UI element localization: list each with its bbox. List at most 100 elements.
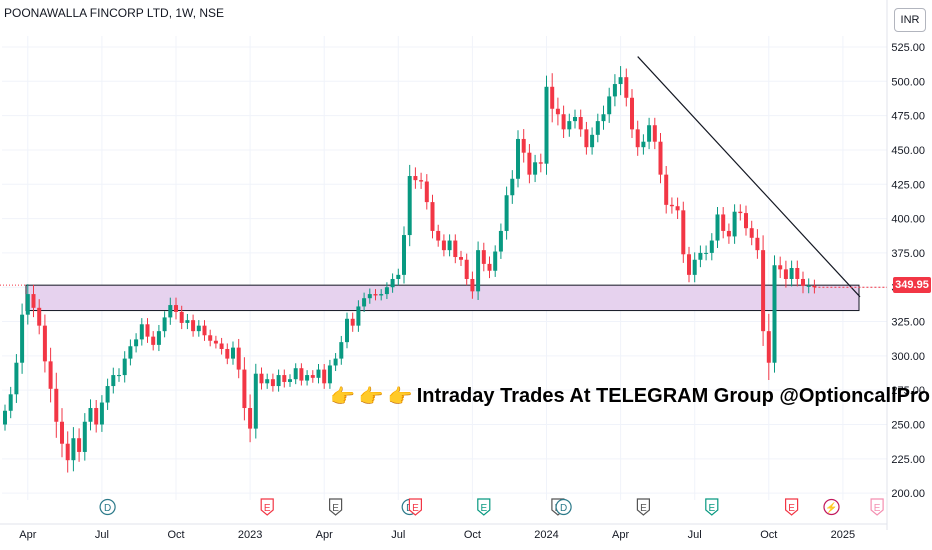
candle-body [174, 305, 178, 312]
candle-body [430, 202, 435, 231]
candle-body [259, 373, 264, 384]
candle-body [744, 213, 748, 229]
candle-body [493, 251, 498, 271]
candle-body [698, 252, 703, 260]
candle-body [356, 306, 361, 326]
candle-body [48, 361, 53, 389]
candle-body [436, 230, 441, 241]
x-axis[interactable]: Apr Jul Oct 2023 Apr Jul Oct 2024 Apr Jul Oct 2025 [19, 529, 855, 541]
earnings-marker-icon [785, 498, 799, 516]
promo-overlay: 👉 👉 👉 Intraday Trades At TELEGRAM Group … [330, 384, 932, 409]
candle-body [248, 408, 253, 429]
candle-body [778, 265, 783, 270]
y-axis[interactable]: 525.00 500.00 475.00 450.00 425.00 400.00 375.… [891, 42, 925, 500]
candle-body [533, 162, 538, 175]
candle-body [265, 379, 270, 384]
candle-body [82, 421, 87, 452]
candle-body [658, 141, 663, 175]
candle-body [134, 339, 139, 347]
x-tick-label: Apr [19, 529, 36, 541]
candle-body [504, 195, 509, 231]
candle-body [783, 269, 788, 279]
candle-body [732, 211, 737, 237]
candle-body [561, 114, 566, 130]
candle-body [538, 162, 543, 164]
y-tick-label: 525.00 [891, 42, 925, 54]
candle-body [413, 176, 418, 181]
candle-body [738, 211, 743, 214]
candle-body [350, 318, 355, 326]
candle-body [345, 318, 349, 343]
candle-body [618, 77, 623, 85]
candle-body [25, 294, 30, 315]
candle-body [202, 325, 207, 336]
candle-body [470, 278, 475, 292]
x-tick-label: Oct [167, 529, 184, 541]
candle-body [208, 335, 213, 341]
x-tick-label: 2025 [831, 529, 855, 541]
y-tick-label: 450.00 [891, 145, 925, 157]
candle-body [459, 257, 463, 260]
currency-button[interactable]: INR [894, 8, 926, 32]
candle-body [464, 259, 469, 279]
candle-body [185, 320, 190, 323]
candle-body [641, 141, 646, 148]
candle-body [322, 369, 327, 384]
candle-body [42, 325, 47, 362]
candle-body [801, 278, 805, 286]
support-zone-rect [25, 284, 860, 312]
candle-body [407, 176, 412, 236]
candle-body [362, 298, 367, 307]
candle-body [293, 368, 298, 380]
candle-body [749, 228, 754, 238]
candle-body [99, 402, 104, 425]
pointing-hand-icon: 👉 [358, 386, 384, 408]
candle-body [715, 214, 720, 241]
candle-body [31, 294, 36, 308]
candle-body [721, 214, 726, 231]
candle-body [675, 206, 680, 211]
candle-body [647, 125, 652, 142]
candle-body [168, 305, 173, 318]
candle-body [692, 259, 697, 275]
candle-body [578, 116, 583, 130]
candle-body [327, 365, 332, 384]
candle-body [282, 375, 287, 382]
candle-body [117, 375, 121, 377]
candle-body [225, 348, 230, 359]
y-tick-label: 475.00 [891, 111, 925, 123]
earnings-marker-icon [260, 498, 274, 516]
grid-lines [0, 0, 888, 530]
candle-body [789, 268, 794, 279]
candle-body [305, 375, 310, 381]
x-tick-label: 2024 [534, 529, 558, 541]
candle-body [573, 116, 577, 122]
dividend-marker-icon [555, 498, 572, 516]
candle-body [105, 386, 110, 403]
candle-body [612, 84, 617, 97]
support-zone [0, 284, 860, 312]
event-marker-label: E [788, 503, 795, 514]
event-marker-label: E [412, 503, 419, 514]
resistance-trendline [637, 56, 861, 298]
candle-body [145, 324, 150, 337]
candle-body [367, 294, 372, 299]
candle-body [681, 210, 686, 255]
candle-body [766, 331, 771, 363]
earnings-marker-icon [636, 498, 650, 516]
candle-body [253, 373, 258, 429]
candle-body [630, 97, 634, 130]
candle-body [704, 252, 709, 254]
event-marker-label: E [264, 503, 271, 514]
candle-body [156, 331, 161, 345]
candle-body [567, 121, 572, 130]
candle-body [316, 369, 321, 378]
candle-body [219, 343, 224, 349]
candle-body [139, 324, 144, 340]
earnings-marker-icon [408, 498, 422, 516]
candle-body [3, 410, 7, 425]
candle-body [812, 285, 817, 288]
candle-body [60, 421, 64, 444]
candle-body [191, 320, 196, 332]
